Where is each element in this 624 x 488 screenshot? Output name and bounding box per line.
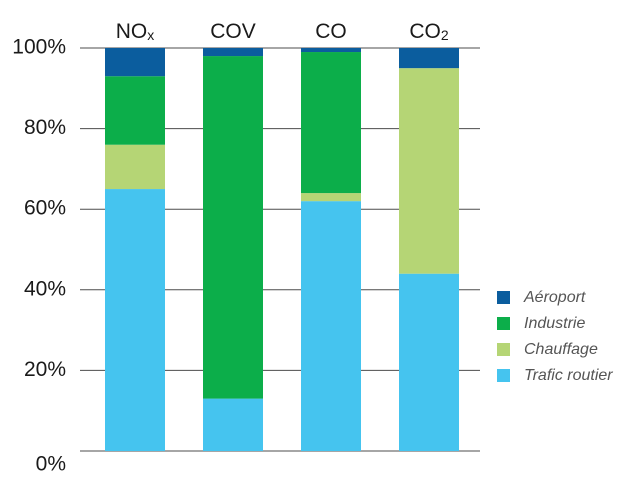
bar-segment — [399, 273, 459, 451]
bars — [105, 48, 459, 452]
legend: Aéroport Industrie Chauffage Trafic routier — [497, 289, 613, 384]
legend-label: Trafic routier — [524, 367, 613, 384]
legend-swatch — [497, 317, 510, 330]
bar-segment — [301, 48, 361, 53]
legend-swatch — [497, 291, 510, 304]
y-tick-label: 0% — [36, 453, 66, 476]
bar-segment — [203, 48, 263, 57]
y-tick-label: 40% — [24, 277, 66, 300]
legend-swatch — [497, 369, 510, 382]
legend-label: Aéroport — [523, 289, 586, 306]
bar-segment — [105, 144, 165, 190]
legend-label: Industrie — [524, 315, 585, 332]
y-tick-label: 100% — [12, 36, 66, 59]
bar-segment — [203, 398, 263, 451]
category-label: CO2 — [409, 20, 449, 43]
y-axis-tick-labels: 0% 20% 40% 60% 80% 100% — [12, 36, 66, 476]
y-tick-label: 20% — [24, 358, 66, 381]
bar-segment — [301, 52, 361, 194]
y-tick-label: 80% — [24, 116, 66, 139]
category-label: COV — [210, 20, 256, 43]
category-label: CO — [315, 20, 347, 43]
bar-segment — [301, 201, 361, 451]
bar-segment — [399, 68, 459, 274]
y-tick-label: 60% — [24, 197, 66, 220]
bar-segment — [399, 48, 459, 69]
bar-segment — [203, 56, 263, 399]
legend-label: Chauffage — [524, 341, 598, 358]
category-label: NOx — [116, 20, 155, 43]
bar-segment — [301, 193, 361, 202]
bar-segment — [105, 189, 165, 452]
bar-segment — [105, 48, 165, 77]
legend-swatch — [497, 343, 510, 356]
bar-segment — [105, 76, 165, 145]
category-labels: NOx COV CO CO2 — [116, 20, 449, 43]
